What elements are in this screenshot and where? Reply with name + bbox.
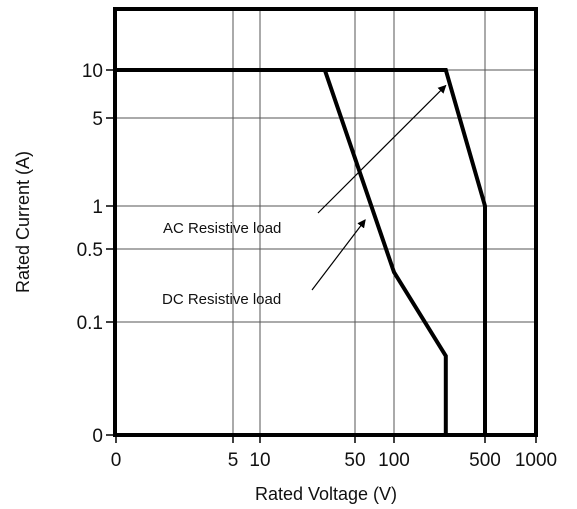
x-tick-label: 50 <box>344 450 365 471</box>
x-axis-label: Rated Voltage (V) <box>255 484 397 504</box>
series-line-dc-resistive-load <box>116 68 448 435</box>
y-tick-label: 5 <box>92 109 103 130</box>
series-lines <box>116 68 487 435</box>
axis-ticks: 0 5 10 50 100 500 1000 0 0.1 0.5 1 5 10 <box>77 61 558 471</box>
x-tick-label: 0 <box>111 450 122 471</box>
y-tick-label: 0.5 <box>77 240 103 261</box>
y-tick-label: 0.1 <box>77 313 103 334</box>
x-tick-label: 100 <box>378 450 410 471</box>
annotations: AC Resistive load DC Resistive load <box>162 84 447 308</box>
x-tick-label: 1000 <box>515 450 557 471</box>
series-line-ac-resistive-load <box>116 68 487 435</box>
x-tick-label: 500 <box>469 450 501 471</box>
annotation-label: AC Resistive load <box>163 220 281 237</box>
y-axis-label: Rated Current (A) <box>13 151 33 293</box>
annotation-arrow <box>311 219 366 291</box>
x-tick-label: 10 <box>249 450 270 471</box>
y-tick-label: 1 <box>92 197 103 218</box>
y-tick-label: 10 <box>82 61 103 82</box>
y-tick-label: 0 <box>92 426 103 447</box>
annotation-arrow <box>317 84 447 214</box>
plot-frame <box>113 7 538 437</box>
x-tick-label: 5 <box>228 450 239 471</box>
annotation-label: DC Resistive load <box>162 291 281 308</box>
